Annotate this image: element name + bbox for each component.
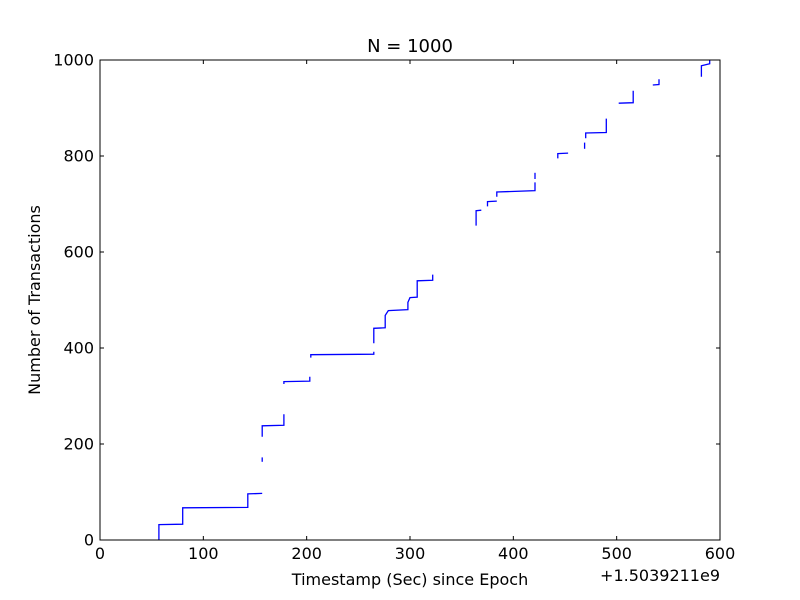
chart-title: N = 1000 xyxy=(367,36,453,57)
x-tick-label: 100 xyxy=(188,544,219,563)
series-line-segment xyxy=(158,492,263,540)
series-line-segment xyxy=(496,182,536,197)
y-tick-label: 400 xyxy=(63,339,94,358)
series-line-segment xyxy=(700,60,711,77)
axis-ticks: 0 100 200 300 400 500 600 0 200 400 600 800 1000 xyxy=(53,51,735,563)
series-line-segment xyxy=(310,351,375,358)
y-tick-label: 600 xyxy=(63,243,94,262)
x-tick-label: 300 xyxy=(395,544,426,563)
x-tick-label: 0 xyxy=(95,544,105,563)
series-line-segment xyxy=(373,274,434,344)
y-tick-label: 800 xyxy=(63,147,94,166)
series-line-segment xyxy=(652,79,660,86)
x-axis-label: Timestamp (Sec) since Epoch xyxy=(291,570,528,589)
series-line-segment xyxy=(557,152,569,159)
y-tick-label: 200 xyxy=(63,435,94,454)
series-line-segment xyxy=(585,118,607,139)
series-line-segment xyxy=(486,200,497,207)
x-axis-offset-label: +1.5039211e9 xyxy=(600,566,720,585)
series-line-segment xyxy=(261,414,285,437)
x-tick-label: 400 xyxy=(498,544,529,563)
series-line-segment xyxy=(618,90,634,104)
x-tick-label: 200 xyxy=(291,544,322,563)
y-tick-label: 1000 xyxy=(53,51,94,70)
x-tick-label: 600 xyxy=(705,544,736,563)
plot-lines xyxy=(158,60,711,540)
series-line-segment xyxy=(475,209,482,226)
y-tick-label: 0 xyxy=(84,531,94,550)
x-tick-label: 500 xyxy=(601,544,632,563)
y-axis-label: Number of Transactions xyxy=(25,205,44,395)
series-line-segment xyxy=(283,376,311,384)
